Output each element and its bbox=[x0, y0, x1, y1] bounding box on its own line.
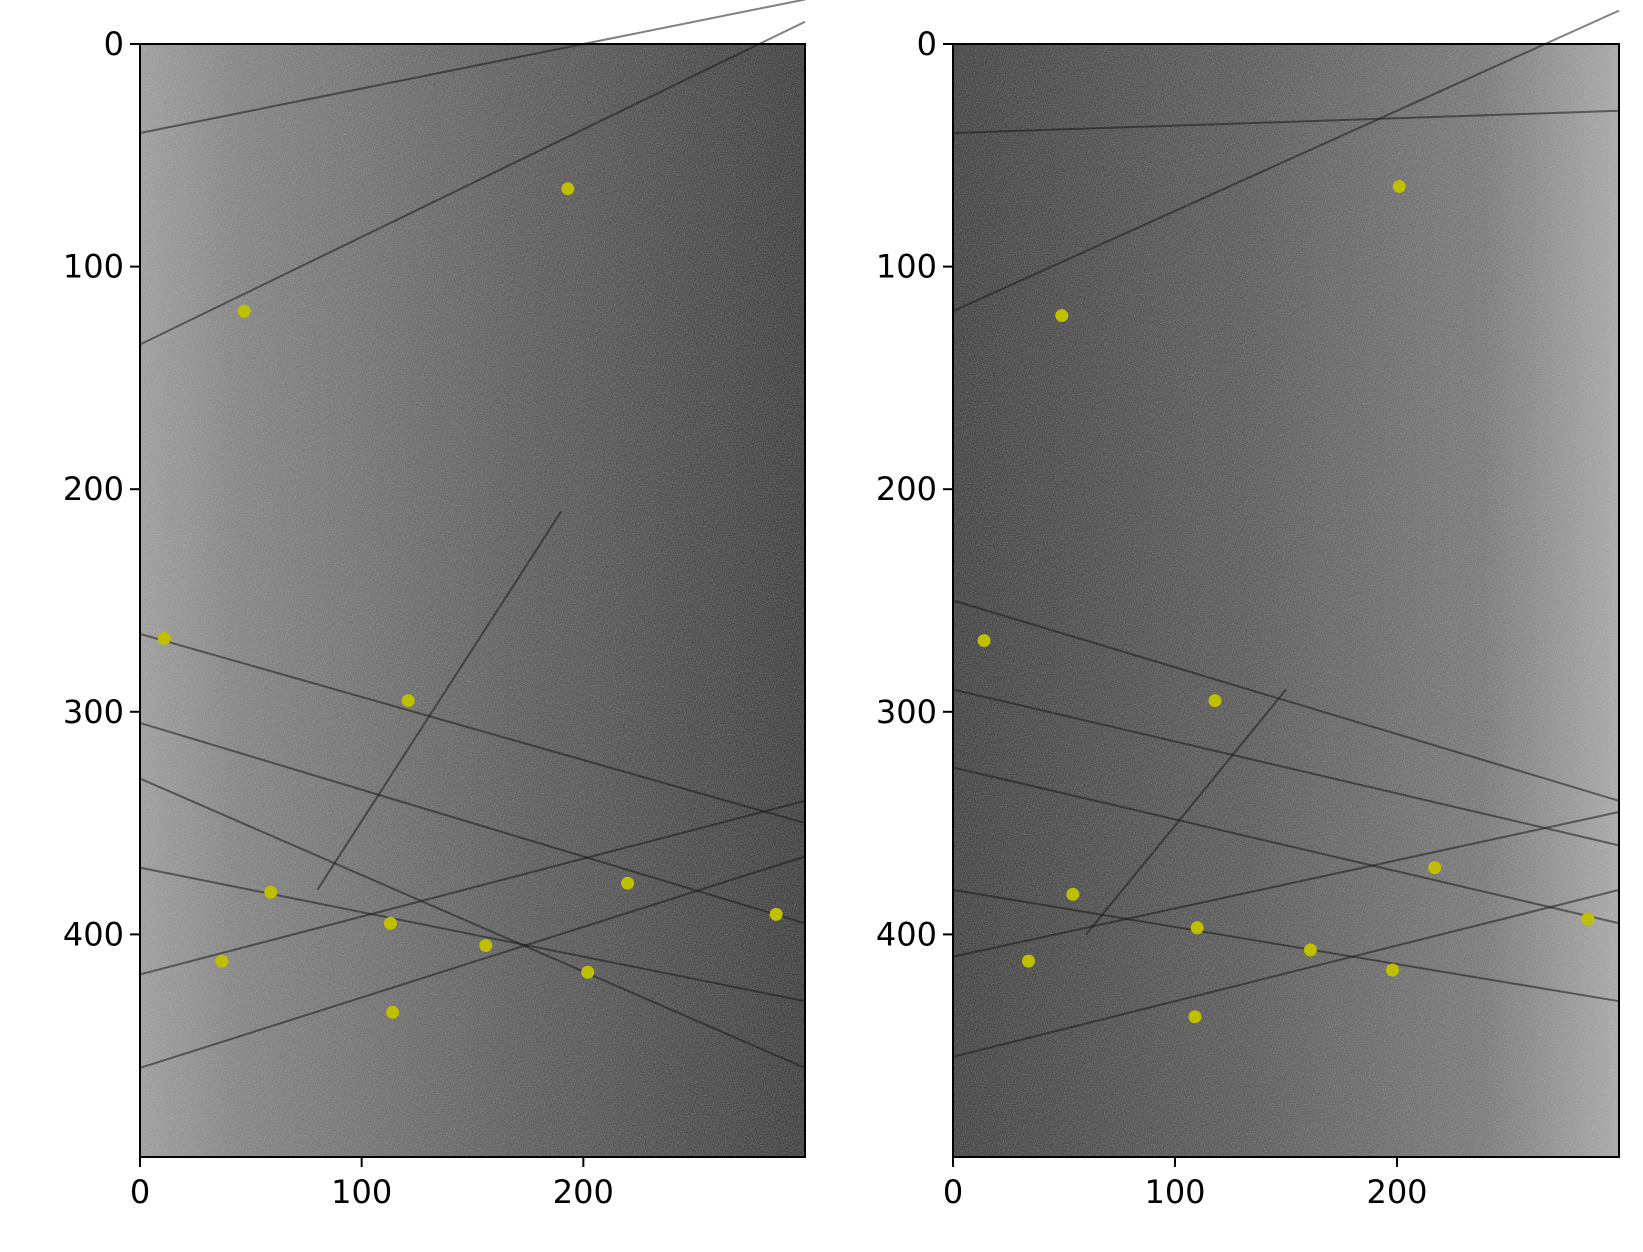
image-grain bbox=[953, 44, 1619, 1157]
data-point bbox=[264, 885, 278, 899]
data-point bbox=[1392, 179, 1406, 193]
track-line bbox=[139, 0, 806, 135]
y-tick-label: 400 bbox=[63, 915, 124, 953]
data-point bbox=[1208, 694, 1222, 708]
track-line bbox=[1085, 688, 1287, 936]
data-point bbox=[1188, 1010, 1202, 1024]
data-point bbox=[1428, 861, 1442, 875]
track-line bbox=[139, 777, 806, 1069]
data-point bbox=[581, 965, 595, 979]
x-tick-label: 100 bbox=[1144, 1173, 1205, 1211]
data-point bbox=[1190, 921, 1204, 935]
track-line bbox=[139, 721, 806, 925]
x-tick-label: 200 bbox=[1366, 1173, 1427, 1211]
track-line bbox=[952, 9, 1620, 313]
y-tick-label: 200 bbox=[63, 470, 124, 508]
track-line bbox=[952, 766, 1620, 925]
data-point bbox=[1021, 954, 1035, 968]
data-point bbox=[157, 631, 171, 645]
track-line bbox=[952, 688, 1620, 847]
data-point bbox=[237, 304, 251, 318]
track-line bbox=[952, 888, 1620, 1058]
track-line bbox=[139, 855, 806, 1069]
y-tick-label: 100 bbox=[876, 248, 937, 286]
track-line bbox=[139, 799, 806, 976]
track-line bbox=[316, 510, 563, 891]
data-point bbox=[1055, 309, 1069, 323]
data-point bbox=[561, 182, 575, 196]
y-tick-label: 0 bbox=[104, 25, 124, 63]
x-tick-label: 200 bbox=[553, 1173, 614, 1211]
data-point bbox=[1581, 912, 1595, 926]
y-tick-label: 200 bbox=[876, 470, 937, 508]
subplot-2: 0 100 200 0 100 200 300 400 bbox=[876, 9, 1620, 1211]
data-point bbox=[479, 939, 493, 953]
y-tick-label: 300 bbox=[63, 693, 124, 731]
data-point bbox=[386, 1005, 400, 1019]
data-point bbox=[1066, 887, 1080, 901]
track-line bbox=[952, 810, 1620, 958]
subplot-1: 0 100 200 0 100 200 300 400 bbox=[63, 0, 806, 1211]
data-point bbox=[621, 876, 635, 890]
axes-frame bbox=[139, 43, 806, 1158]
track-line bbox=[952, 888, 1620, 1003]
track-line bbox=[952, 599, 1620, 802]
y-tick-label: 100 bbox=[63, 248, 124, 286]
x-tick-label: 0 bbox=[130, 1173, 150, 1211]
x-tick-label: 0 bbox=[943, 1173, 963, 1211]
y-tick-label: 400 bbox=[876, 915, 937, 953]
track-line bbox=[139, 632, 806, 825]
image-grain bbox=[140, 44, 805, 1157]
data-point bbox=[977, 634, 991, 648]
data-point bbox=[1303, 943, 1317, 957]
track-line bbox=[139, 20, 806, 346]
y-tick-label: 300 bbox=[876, 693, 937, 731]
data-point bbox=[215, 954, 229, 968]
track-line bbox=[952, 109, 1620, 135]
data-point bbox=[401, 694, 415, 708]
x-tick-label: 100 bbox=[331, 1173, 392, 1211]
axes-frame bbox=[952, 43, 1620, 1158]
track-line bbox=[139, 866, 806, 1003]
data-point bbox=[383, 916, 397, 930]
data-point bbox=[1386, 963, 1400, 977]
data-point bbox=[769, 907, 783, 921]
y-tick-label: 0 bbox=[917, 25, 937, 63]
